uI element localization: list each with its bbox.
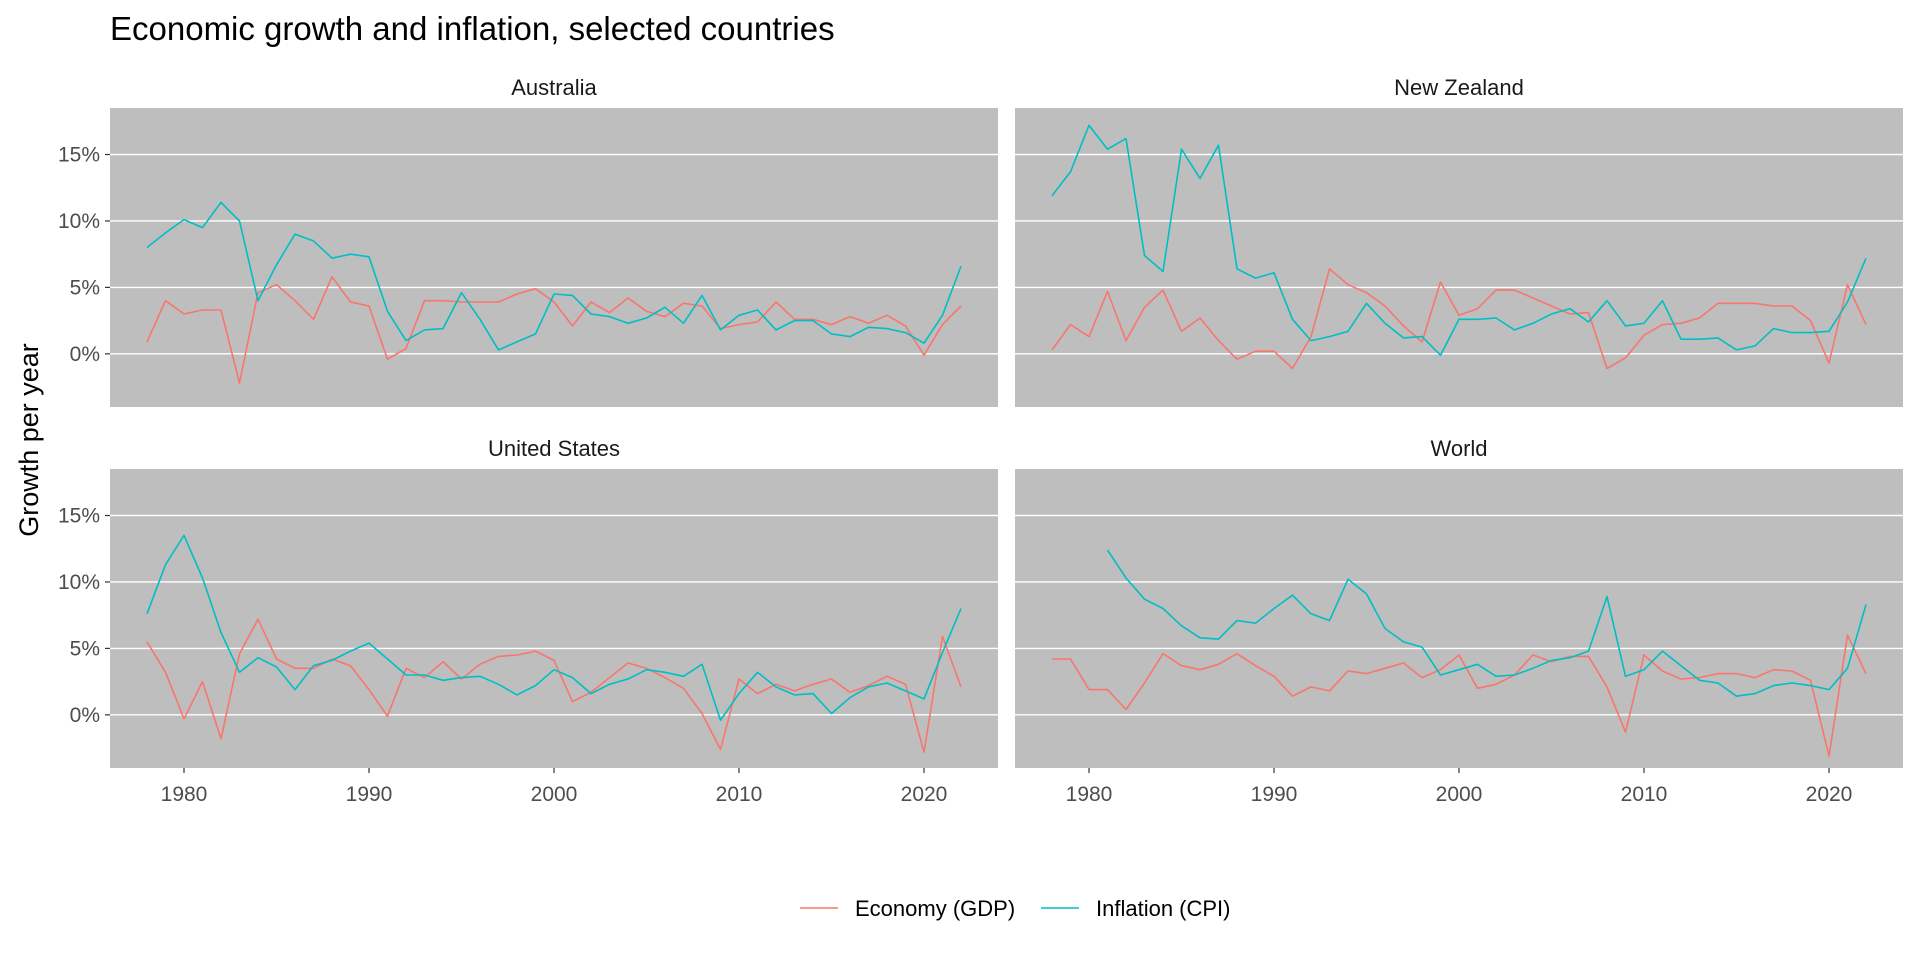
panel-strip-label: Australia [511, 75, 597, 100]
panel-strip-label: New Zealand [1394, 75, 1524, 100]
series-line-gdp [146, 276, 962, 384]
x-tick-label: 1980 [1066, 783, 1113, 806]
series-line-cpi [146, 534, 962, 721]
legend-label-cpi: Inflation (CPI) [1096, 896, 1231, 921]
series-line-gdp [1051, 268, 1867, 370]
x-tick-label: 2020 [1806, 783, 1853, 806]
panel-strip-label: World [1430, 436, 1487, 461]
y-tick-label: 0% [70, 343, 100, 366]
panel-background [110, 469, 998, 768]
x-tick-label: 2000 [1436, 783, 1483, 806]
panel-background [1015, 469, 1903, 768]
y-tick-label: 10% [58, 210, 100, 233]
panel-australia: Australia 0% 5% 10% 15% [58, 75, 998, 407]
x-tick-label: 2010 [716, 783, 763, 806]
panel-background [1015, 108, 1903, 407]
panel-world: World 1980 1990 2000 2010 2020 [1015, 436, 1903, 806]
series-line-gdp [1052, 634, 1867, 757]
y-tick-label: 0% [70, 704, 100, 727]
x-tick-label: 1990 [1251, 783, 1298, 806]
panel-background [110, 108, 998, 407]
series-line-cpi [146, 201, 962, 351]
y-tick-label: 5% [70, 637, 100, 660]
y-tick-label: 5% [70, 276, 100, 299]
x-tick-label: 2020 [901, 783, 948, 806]
panel-united-states: United States 0% 5% 10% 15% 1980 1990 2000 2010 2… [58, 436, 998, 806]
series-line-gdp [146, 618, 962, 753]
panel-new-zealand: New Zealand [1015, 75, 1903, 407]
panel-strip-label: United States [488, 436, 620, 461]
x-tick-label: 2010 [1621, 783, 1668, 806]
series-line-cpi [1106, 549, 1867, 697]
legend: Economy (GDP) Inflation (CPI) [800, 896, 1231, 921]
legend-label-gdp: Economy (GDP) [855, 896, 1015, 921]
y-axis-label: Growth per year [14, 343, 44, 537]
panels: Australia 0% 5% 10% 15% New Zealand United Sta… [58, 75, 1903, 806]
y-tick-label: 10% [58, 571, 100, 594]
x-tick-label: 1980 [161, 783, 208, 806]
x-tick-label: 2000 [531, 783, 578, 806]
y-tick-label: 15% [58, 144, 100, 167]
chart-title: Economic growth and inflation, selected … [110, 10, 835, 47]
series-line-cpi [1051, 124, 1867, 356]
y-tick-label: 15% [58, 505, 100, 528]
x-tick-label: 1990 [346, 783, 393, 806]
